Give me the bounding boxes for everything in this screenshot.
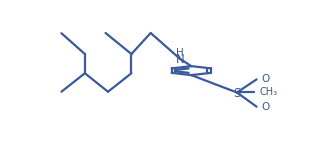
Text: S: S: [233, 86, 241, 100]
Text: H: H: [176, 48, 184, 58]
Text: N: N: [176, 53, 185, 66]
Text: CH₃: CH₃: [259, 87, 278, 98]
Text: O: O: [262, 102, 270, 112]
Text: O: O: [262, 74, 270, 84]
